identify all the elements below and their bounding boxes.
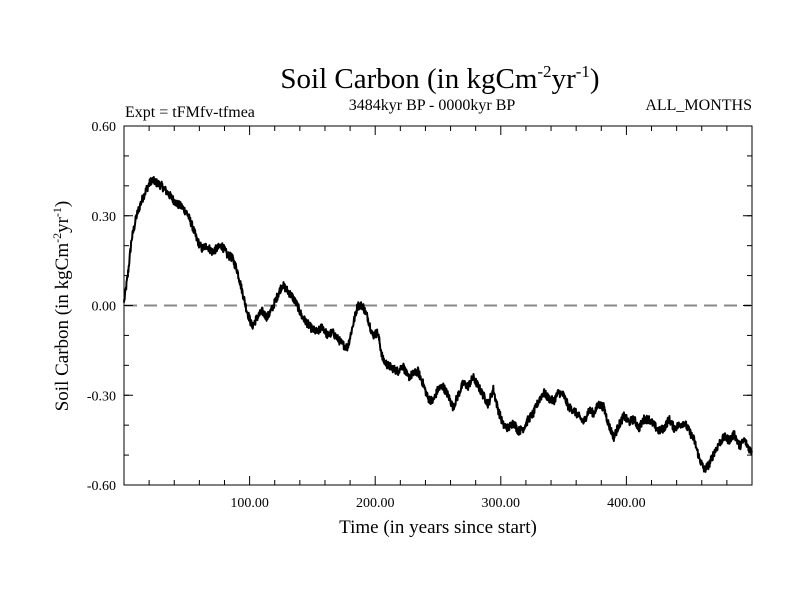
x-axis-ticks: 100.00 200.00 300.00 400.00	[148, 126, 728, 511]
y-tick-label: 0.30	[92, 210, 117, 225]
x-tick-label: 400.00	[607, 496, 646, 511]
months-label: ALL_MONTHS	[645, 97, 752, 114]
experiment-label: Expt = tFMfv-tfmea	[125, 104, 255, 121]
time-range-label: 3484kyr BP - 0000kyr BP	[349, 97, 516, 114]
x-axis-label: Time (in years since start)	[339, 517, 537, 538]
x-tick-label: 100.00	[230, 496, 269, 511]
y-axis-label: Soil Carbon (in kgCm-2yr-1)	[50, 201, 73, 412]
chart-title: Soil Carbon (in kgCm-2yr-1)	[280, 62, 599, 95]
y-tick-label: -0.60	[87, 479, 116, 494]
soil-carbon-series-line	[123, 176, 753, 473]
y-tick-label: -0.30	[87, 389, 116, 404]
y-axis-ticks: -0.60 -0.30 0.00 0.30 0.60	[87, 120, 752, 494]
y-tick-label: 0.60	[92, 120, 117, 135]
x-tick-label: 200.00	[356, 496, 395, 511]
x-tick-label: 300.00	[482, 496, 521, 511]
y-tick-label: 0.00	[92, 300, 117, 315]
